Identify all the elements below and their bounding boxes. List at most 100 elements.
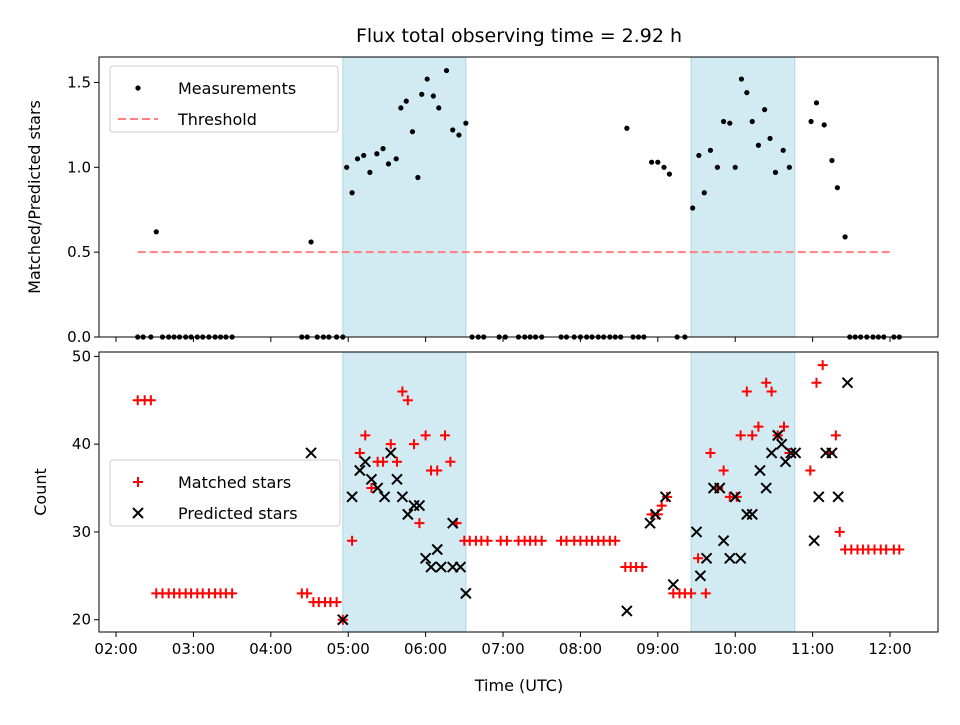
matched-stars-point-39 xyxy=(432,465,443,476)
measurement-point-30 xyxy=(374,151,380,157)
matched-stars-point-30 xyxy=(378,456,389,467)
measurement-point-92 xyxy=(780,147,786,153)
predicted-stars-point-17 xyxy=(435,561,447,573)
matched-stars-point-84 xyxy=(735,430,746,441)
measurement-point-85 xyxy=(738,76,745,82)
predicted-stars-point-3 xyxy=(354,464,366,477)
x-tick-label-2: 04:00 xyxy=(249,640,292,658)
matched-stars-point-34 xyxy=(402,395,413,406)
x-tick-label-10: 12:00 xyxy=(868,640,911,658)
y-tick-label-1-1: 30 xyxy=(72,523,91,541)
predicted-stars-point-21 xyxy=(460,587,472,600)
measurement-point-73 xyxy=(661,164,667,170)
matched-stars-point-98 xyxy=(834,526,845,537)
matched-stars-point-108 xyxy=(894,544,905,555)
measurement-point-45 xyxy=(463,120,469,126)
y-tick-label-1-0: 20 xyxy=(72,611,91,629)
predicted-stars-point-26 xyxy=(667,578,680,591)
predicted-stars-point-13 xyxy=(413,499,426,512)
y-tick-label-0-2: 1.0 xyxy=(67,158,91,176)
y-tick-label-0-0: 0.0 xyxy=(67,328,91,346)
predicted-stars-point-9 xyxy=(391,473,403,485)
predicted-stars-point-29 xyxy=(700,552,713,564)
measurement-point-93 xyxy=(786,164,792,170)
matched-stars-point-47 xyxy=(482,535,493,546)
matched-stars-point-79 xyxy=(705,447,716,458)
x-axis-label: Time (UTC) xyxy=(474,676,563,695)
legend-marker-predicted xyxy=(132,507,144,519)
predicted-stars-point-5 xyxy=(365,473,378,485)
matched-stars-point-68 xyxy=(637,562,648,573)
predicted-stars-point-10 xyxy=(396,491,409,503)
measurement-point-3 xyxy=(153,229,159,235)
measurement-point-94 xyxy=(808,118,814,125)
measurement-point-79 xyxy=(701,190,707,196)
predicted-stars-point-42 xyxy=(775,438,788,450)
matched-stars-point-36 xyxy=(414,518,425,529)
predicted-stars-point-35 xyxy=(734,552,747,564)
matched-stars-point-95 xyxy=(817,360,828,371)
predicted-stars-point-16 xyxy=(431,543,443,556)
measurement-point-41 xyxy=(436,105,442,111)
predicted-stars-point-49 xyxy=(826,447,838,459)
matched-stars-point-35 xyxy=(409,439,420,450)
matched-stars-point-64 xyxy=(610,535,621,546)
measurement-point-43 xyxy=(450,127,456,133)
bottom-y-axis-label: Count xyxy=(31,468,50,516)
predicted-stars-point-37 xyxy=(746,508,758,521)
shaded-window-0 xyxy=(342,351,467,633)
legend-label-0-0: Measurements xyxy=(178,79,296,98)
matched-stars-point-23 xyxy=(331,597,342,608)
predicted-stars-point-4 xyxy=(359,456,371,468)
matched-stars-point-49 xyxy=(501,535,512,546)
x-tick-label-5: 07:00 xyxy=(481,640,524,658)
x-tick-label-9: 11:00 xyxy=(791,640,834,658)
x-tick-label-8: 10:00 xyxy=(714,640,757,658)
chart-title: Flux total observing time = 2.92 h xyxy=(356,25,682,47)
measurement-point-37 xyxy=(415,174,421,181)
measurement-point-33 xyxy=(393,156,399,162)
predicted-stars-point-11 xyxy=(402,508,414,521)
measurement-point-72 xyxy=(655,159,661,165)
predicted-stars-point-27 xyxy=(690,526,703,538)
axes-frame-0 xyxy=(98,56,939,338)
measurement-point-96 xyxy=(821,122,827,128)
matched-stars-point-88 xyxy=(761,377,772,388)
measurement-point-27 xyxy=(354,156,361,162)
legend-marker-measurements xyxy=(135,85,141,91)
legend-ratio: Measurements Threshold xyxy=(109,65,339,133)
predicted-stars-point-24 xyxy=(649,508,662,521)
measurement-point-38 xyxy=(419,91,425,97)
predicted-stars-point-15 xyxy=(425,561,437,573)
predicted-stars-point-38 xyxy=(754,464,766,477)
measurement-point-44 xyxy=(456,132,462,138)
x-tick-label-1: 03:00 xyxy=(172,640,215,658)
x-tick-label-4: 06:00 xyxy=(404,640,447,658)
matched-stars-point-89 xyxy=(766,386,777,397)
legend-box-0 xyxy=(109,65,339,133)
predicted-stars-point-47 xyxy=(813,491,825,503)
predicted-stars-point-14 xyxy=(419,552,432,564)
measurement-point-34 xyxy=(398,105,404,111)
matched-stars-point-32 xyxy=(391,456,402,467)
predicted-stars-point-8 xyxy=(385,447,397,459)
y-tick-label-0-3: 1.5 xyxy=(67,73,91,91)
measurement-point-98 xyxy=(834,185,840,191)
measurement-point-81 xyxy=(714,164,721,170)
matched-stars-point-91 xyxy=(778,421,789,432)
matched-stars-point-97 xyxy=(830,430,841,441)
x-tick-label-3: 05:00 xyxy=(327,640,370,658)
measurement-point-35 xyxy=(403,98,409,104)
predicted-stars-point-44 xyxy=(785,447,797,459)
matched-stars-point-78 xyxy=(700,588,711,599)
measurement-point-25 xyxy=(344,164,350,170)
predicted-stars-point-6 xyxy=(371,482,384,494)
shaded-window-1 xyxy=(690,56,796,338)
y-tick-label-1-3: 50 xyxy=(72,347,91,365)
measurement-point-99 xyxy=(842,234,848,240)
measurement-point-67 xyxy=(624,125,630,131)
measurement-point-19 xyxy=(308,239,314,245)
matched-stars-point-72 xyxy=(662,491,673,502)
matched-stars-point-77 xyxy=(693,553,704,564)
measurement-point-36 xyxy=(409,129,416,135)
